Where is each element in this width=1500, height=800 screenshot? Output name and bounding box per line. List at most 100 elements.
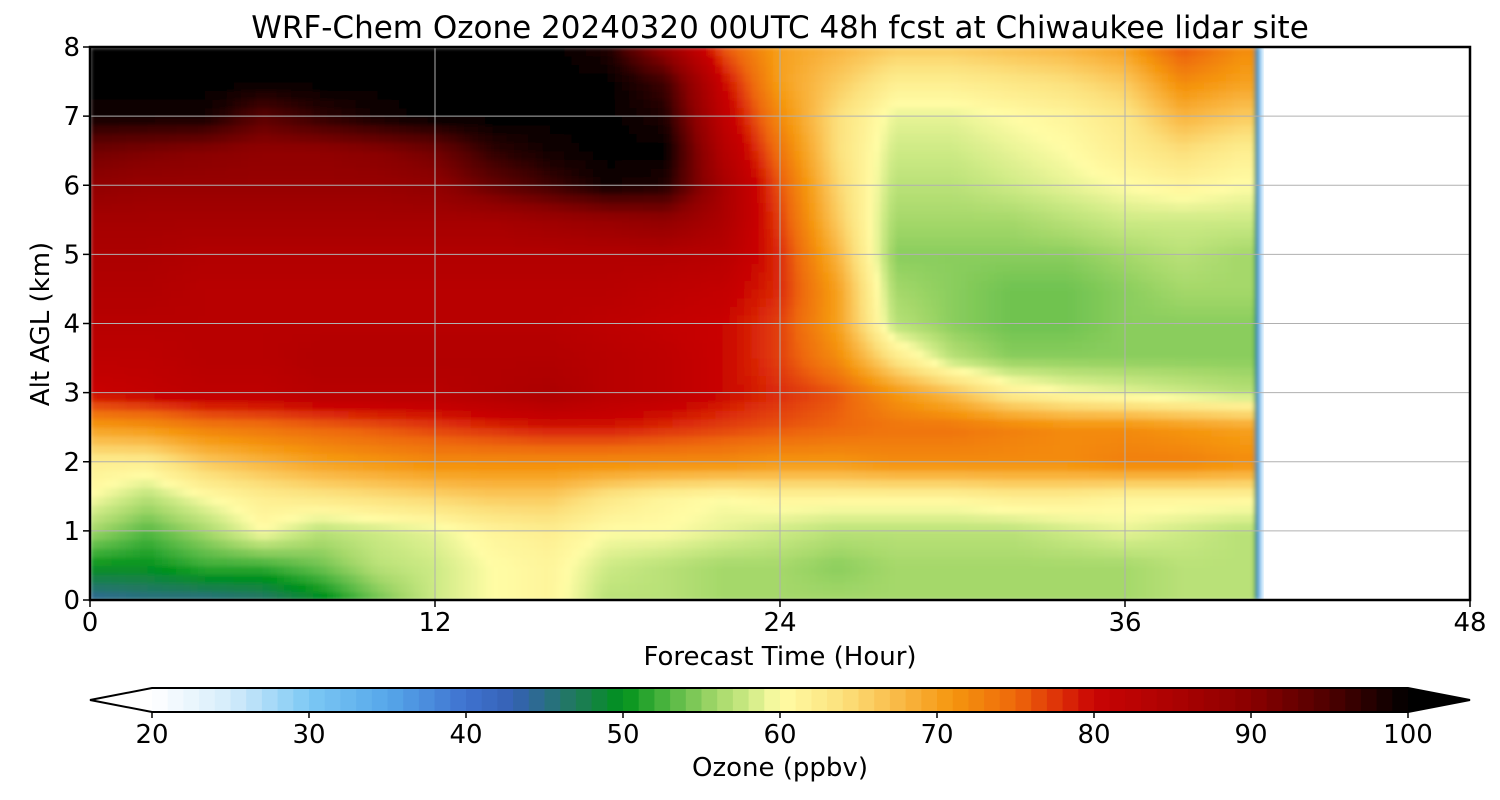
heatmap-cell (147, 245, 156, 256)
heatmap-cell (514, 375, 522, 385)
heatmap-cell (176, 435, 185, 446)
heatmap-cell (370, 383, 379, 394)
heatmap-cell (140, 349, 149, 359)
heatmap-cell (377, 349, 386, 359)
heatmap-cell (355, 366, 364, 377)
heatmap-cell (614, 90, 623, 100)
heatmap-cell (169, 444, 177, 454)
heatmap-cell (629, 280, 637, 290)
heatmap-cell (528, 288, 537, 299)
heatmap-cell (133, 383, 142, 394)
heatmap-cell (636, 254, 645, 264)
heatmap-cell (564, 444, 573, 454)
heatmap-cell (449, 556, 458, 567)
heatmap-cell (485, 314, 494, 325)
heatmap-cell (607, 90, 616, 100)
heatmap-cell (161, 479, 170, 489)
heatmap-cell (298, 133, 307, 143)
heatmap-cell (118, 427, 127, 437)
heatmap-cell (442, 116, 451, 126)
heatmap-cell (161, 513, 170, 523)
heatmap-cell (427, 142, 436, 152)
heatmap-cell (298, 185, 307, 195)
heatmap-cell (621, 461, 630, 472)
heatmap-cell (391, 479, 400, 489)
heatmap-cell (269, 159, 278, 169)
heatmap-cell (176, 522, 185, 532)
heatmap-cell (535, 444, 544, 454)
heatmap-cell (413, 55, 422, 65)
heatmap-cell (485, 504, 494, 515)
heatmap-cell (320, 556, 328, 567)
heatmap-cell (535, 107, 544, 117)
heatmap-cell (363, 513, 372, 523)
heatmap-cell (629, 427, 637, 437)
heatmap-cell (219, 418, 228, 428)
heatmap-cell (542, 185, 551, 195)
heatmap-cell (435, 392, 443, 402)
heatmap-cell (133, 159, 142, 169)
heatmap-cell (248, 496, 257, 506)
heatmap-cell (535, 263, 544, 273)
heatmap-cell (420, 358, 429, 368)
heatmap-cell (506, 124, 515, 135)
heatmap-cell (621, 479, 630, 489)
heatmap-cell (564, 124, 573, 135)
heatmap-cell (233, 254, 242, 264)
heatmap-cell (499, 314, 508, 325)
heatmap-cell (485, 211, 494, 221)
heatmap-cell (564, 306, 573, 316)
heatmap-cell (550, 124, 558, 135)
heatmap-cell (133, 107, 142, 117)
heatmap-cell (636, 487, 645, 498)
heatmap-cell (248, 116, 257, 126)
heatmap-cell (320, 582, 328, 593)
heatmap-cell (205, 461, 213, 472)
heatmap-cell (499, 530, 508, 541)
heatmap-cell (571, 116, 580, 126)
heatmap-cell (514, 392, 522, 402)
heatmap-cell (233, 72, 242, 83)
heatmap-cell (183, 90, 192, 100)
heatmap-cell (291, 280, 300, 290)
heatmap-cell (284, 539, 292, 549)
heatmap-cell (571, 479, 580, 489)
heatmap-cell (643, 219, 652, 230)
heatmap-cell (614, 418, 623, 428)
heatmap-cell (449, 504, 458, 515)
heatmap-cell (478, 306, 487, 316)
heatmap-cell (435, 582, 443, 593)
heatmap-cell (435, 418, 443, 428)
heatmap-cell (535, 280, 544, 290)
heatmap-cell (248, 591, 257, 600)
heatmap-cell (528, 358, 537, 368)
heatmap-cell (629, 470, 637, 480)
heatmap-cell (571, 574, 580, 584)
heatmap-cell (327, 427, 336, 437)
heatmap-cell (506, 548, 515, 558)
heatmap-cell (305, 496, 314, 506)
heatmap-cell (197, 453, 206, 463)
heatmap-cell (140, 90, 149, 100)
heatmap-cell (341, 202, 350, 212)
heatmap-cell (485, 349, 494, 359)
heatmap-cell (528, 591, 537, 600)
heatmap-cell (406, 349, 415, 359)
heatmap-cell (161, 349, 170, 359)
heatmap-cell (118, 461, 127, 472)
heatmap-cell (571, 383, 580, 394)
heatmap-cell (614, 228, 623, 238)
heatmap-cell (607, 47, 616, 57)
heatmap-cell (90, 340, 98, 351)
heatmap-cell (384, 288, 393, 299)
heatmap-cell (205, 219, 213, 230)
heatmap-cell (312, 297, 321, 307)
heatmap-cell (614, 392, 623, 402)
heatmap-cell (470, 444, 479, 454)
heatmap-cell (348, 314, 357, 325)
heatmap-cell (456, 522, 465, 532)
heatmap-cell (176, 539, 185, 549)
heatmap-cell (226, 392, 235, 402)
heatmap-cell (636, 453, 645, 463)
heatmap-cell (442, 332, 451, 342)
